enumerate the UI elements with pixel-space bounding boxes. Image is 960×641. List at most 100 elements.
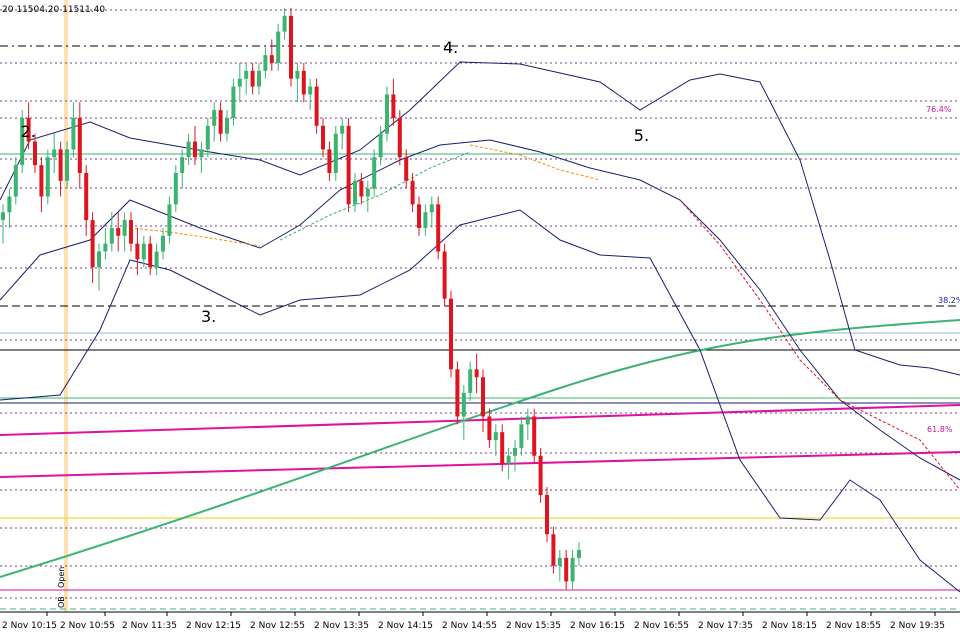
candle-bull: [308, 78, 313, 111]
x-tick-label: 2 Nov 11:35: [122, 621, 177, 631]
candle-bear: [455, 361, 460, 425]
candle-bull: [372, 149, 377, 197]
candle-body: [250, 70, 255, 87]
candle-bull: [173, 165, 178, 213]
candle-bear: [26, 102, 31, 150]
candle-bull: [353, 172, 357, 213]
short-ma-green: [279, 151, 471, 241]
candle-bear: [116, 212, 121, 252]
candle-bear: [410, 172, 415, 213]
candle-bear: [90, 212, 95, 283]
candle-bull: [212, 102, 217, 142]
candle-bull: [167, 196, 172, 244]
short-ma-red: [679, 199, 960, 491]
candle-body: [500, 432, 505, 464]
candle-bull: [493, 424, 498, 456]
candle-bear: [417, 196, 421, 236]
x-tick-label: 2 Nov 18:15: [762, 621, 817, 631]
candle-body: [570, 557, 575, 582]
candle-bear: [397, 110, 402, 166]
fib-level-label: 76.4%: [926, 105, 952, 114]
candle-body: [109, 227, 114, 244]
candle-bull: [385, 86, 389, 142]
short-ma-orange-2: [469, 144, 601, 181]
session-ob-label: OB: [57, 596, 66, 608]
x-tick-label: 2 Nov 10:15: [2, 621, 57, 631]
candle-body: [289, 15, 293, 79]
candle-body: [577, 550, 581, 558]
candle-body: [391, 94, 396, 118]
candle-bull: [365, 180, 370, 213]
candle-body: [449, 298, 453, 370]
candle-body: [327, 149, 332, 173]
candle-bear: [84, 165, 89, 236]
candle-body: [269, 55, 274, 63]
candle-bull: [45, 149, 50, 205]
candle-bear: [289, 8, 293, 87]
candle-bear: [301, 62, 306, 103]
session-open-label: Open: [57, 567, 66, 588]
x-tick-label: 2 Nov 14:55: [442, 621, 497, 631]
candle-body: [257, 70, 261, 87]
candle-bull: [186, 133, 191, 166]
candle-bull: [282, 8, 287, 40]
candle-body: [378, 133, 383, 158]
candle-body: [33, 141, 37, 166]
candle-body: [340, 125, 345, 134]
candle-body: [397, 117, 402, 158]
candle-body: [225, 117, 229, 134]
candle-body: [71, 117, 76, 150]
candle-body: [129, 220, 133, 244]
candle-body: [116, 227, 121, 236]
annotations: 2. 3. 4. 5. 76.4% 38.2% 61.8% Open OB: [21, 38, 960, 608]
candle-bull: [423, 204, 428, 236]
candle-bull: [199, 141, 204, 173]
candle-body: [404, 157, 409, 181]
candle-body: [321, 125, 325, 150]
candle-body: [1, 212, 5, 221]
wave-label: 4.: [443, 38, 458, 57]
candle-bull: [577, 542, 581, 566]
fib-level-label: 61.8%: [927, 425, 953, 434]
candle-bear: [532, 408, 537, 464]
candle-body: [314, 86, 319, 126]
candle-body: [429, 204, 434, 213]
candle-body: [442, 251, 447, 299]
candle-bull: [525, 408, 530, 441]
candle-body: [141, 243, 146, 260]
candle-bull: [225, 110, 229, 142]
wave-label: 2.: [21, 122, 36, 141]
candle-body: [436, 204, 441, 252]
x-tick-label: 2 Nov 15:35: [506, 621, 561, 631]
candle-body: [45, 157, 50, 197]
candle-body: [77, 117, 82, 173]
candle-body: [551, 534, 556, 566]
wave-label: 5.: [634, 126, 649, 145]
x-tick-label: 2 Nov 10:55: [60, 621, 115, 631]
pink-trend-line-lower: [0, 451, 960, 478]
candle-body: [263, 55, 268, 71]
candle-bear: [135, 227, 140, 276]
candle-body: [346, 125, 351, 205]
short-ma-orange: [129, 227, 261, 247]
candle-body: [282, 15, 287, 32]
candle-bull: [519, 416, 524, 456]
fib-level-label: 38.2%: [938, 296, 960, 305]
candle-body: [359, 180, 364, 197]
candle-bull: [205, 117, 210, 158]
x-axis: 2 Nov 10:15 2 Nov 10:55 2 Nov 11:35 2 Nov 1…: [2, 612, 945, 631]
candle-body: [154, 251, 159, 268]
candle-bear: [436, 196, 441, 260]
candle-body: [557, 557, 562, 566]
x-tick-label: 2 Nov 14:15: [378, 621, 433, 631]
candle-body: [301, 70, 306, 95]
candle-body: [538, 455, 543, 496]
candle-bull: [52, 133, 57, 173]
candle-bull: [20, 110, 25, 173]
candle-bull: [378, 125, 383, 166]
candle-bear: [487, 408, 492, 448]
candle-bull: [65, 141, 69, 189]
candle-bull: [461, 385, 466, 441]
